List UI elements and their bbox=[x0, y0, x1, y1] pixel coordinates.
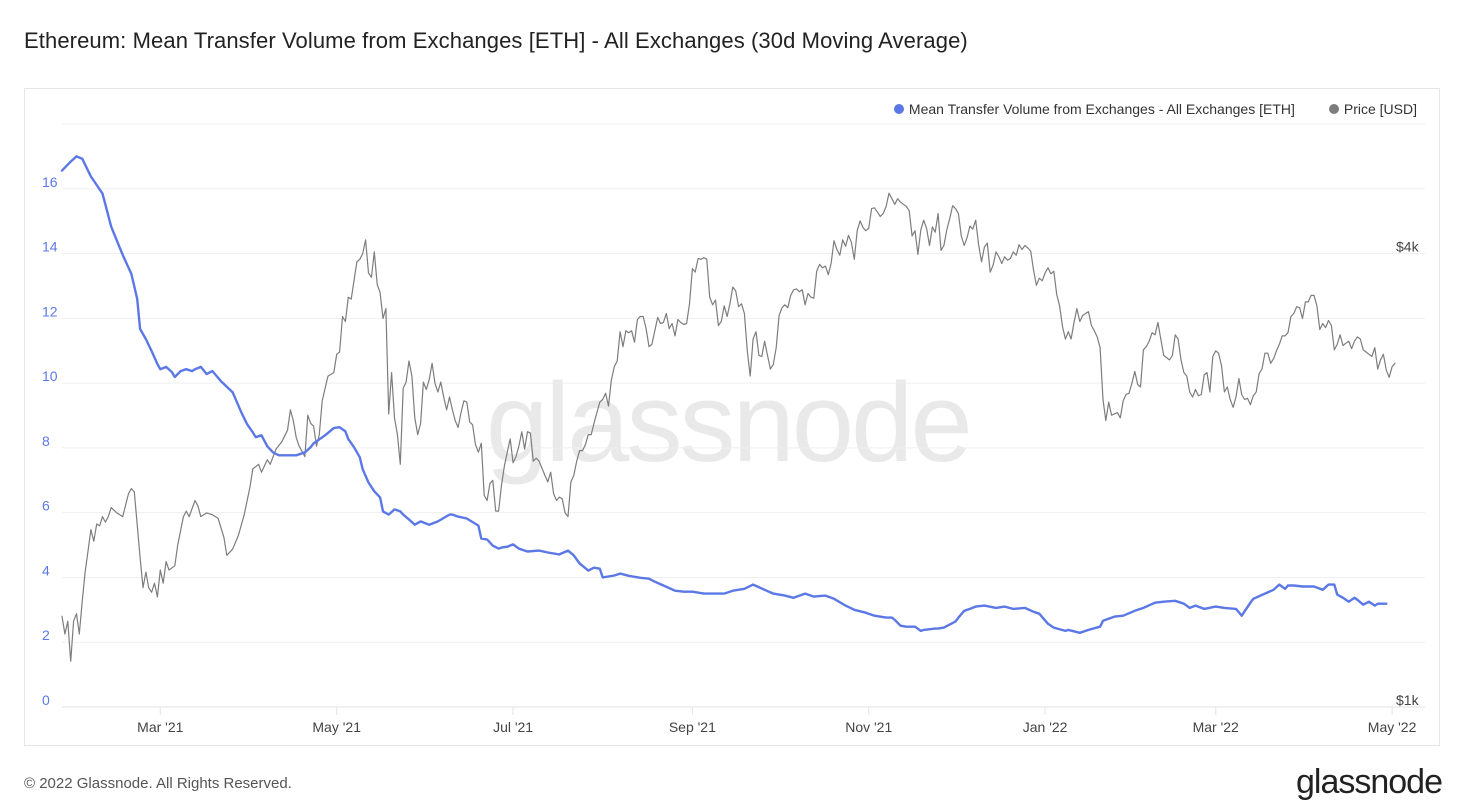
legend-label: Price [USD] bbox=[1343, 101, 1417, 117]
x-tick-label: May '22 bbox=[1368, 719, 1417, 735]
x-axis: Mar '21 May '21 Jul '21 Sep '21 Nov '21 Jan '… bbox=[137, 707, 1417, 735]
legend-item-price[interactable]: Price [USD] bbox=[1328, 101, 1417, 117]
legend-dot-icon bbox=[893, 104, 904, 114]
series-lines bbox=[60, 155, 1396, 662]
y-tick-label: 6 bbox=[42, 498, 50, 514]
legend-dot-icon bbox=[1328, 104, 1339, 114]
y-tick-label: 14 bbox=[42, 239, 58, 255]
x-tick-label: Jan '22 bbox=[1023, 719, 1068, 735]
y-tick-label: 0 bbox=[42, 692, 50, 708]
copyright-text: © 2022 Glassnode. All Rights Reserved. bbox=[24, 775, 292, 792]
y-tick-label: 10 bbox=[42, 368, 58, 384]
y-axis-left: 0 2 4 6 8 10 12 14 16 bbox=[42, 174, 58, 708]
glassnode-logo: glassnode bbox=[1295, 763, 1443, 801]
transfer-volume-line bbox=[60, 155, 1388, 634]
y2-tick-label: $4k bbox=[1396, 239, 1420, 255]
y2-tick-label: $1k bbox=[1396, 692, 1420, 708]
x-tick-label: Nov '21 bbox=[845, 719, 892, 735]
x-tick-label: Sep '21 bbox=[669, 719, 716, 735]
chart-title: Ethereum: Mean Transfer Volume from Exch… bbox=[24, 28, 968, 53]
legend-item-transfer-volume[interactable]: Mean Transfer Volume from Exchanges - Al… bbox=[893, 101, 1295, 117]
y-tick-label: 12 bbox=[42, 303, 58, 319]
legend-label: Mean Transfer Volume from Exchanges - Al… bbox=[908, 101, 1295, 117]
x-tick-label: Mar '22 bbox=[1193, 719, 1239, 735]
x-tick-label: Mar '21 bbox=[137, 719, 183, 735]
y-axis-right: $1k $4k bbox=[1396, 239, 1420, 708]
legend: Mean Transfer Volume from Exchanges - Al… bbox=[893, 101, 1417, 117]
gridlines bbox=[62, 123, 1425, 708]
y-tick-label: 8 bbox=[42, 433, 50, 449]
chart-panel bbox=[24, 88, 1440, 746]
y-tick-label: 16 bbox=[42, 174, 58, 190]
y-tick-label: 4 bbox=[42, 562, 50, 578]
y-tick-label: 2 bbox=[42, 627, 50, 643]
price-line bbox=[61, 192, 1396, 662]
x-tick-label: May '21 bbox=[312, 719, 361, 735]
x-tick-label: Jul '21 bbox=[493, 719, 533, 735]
